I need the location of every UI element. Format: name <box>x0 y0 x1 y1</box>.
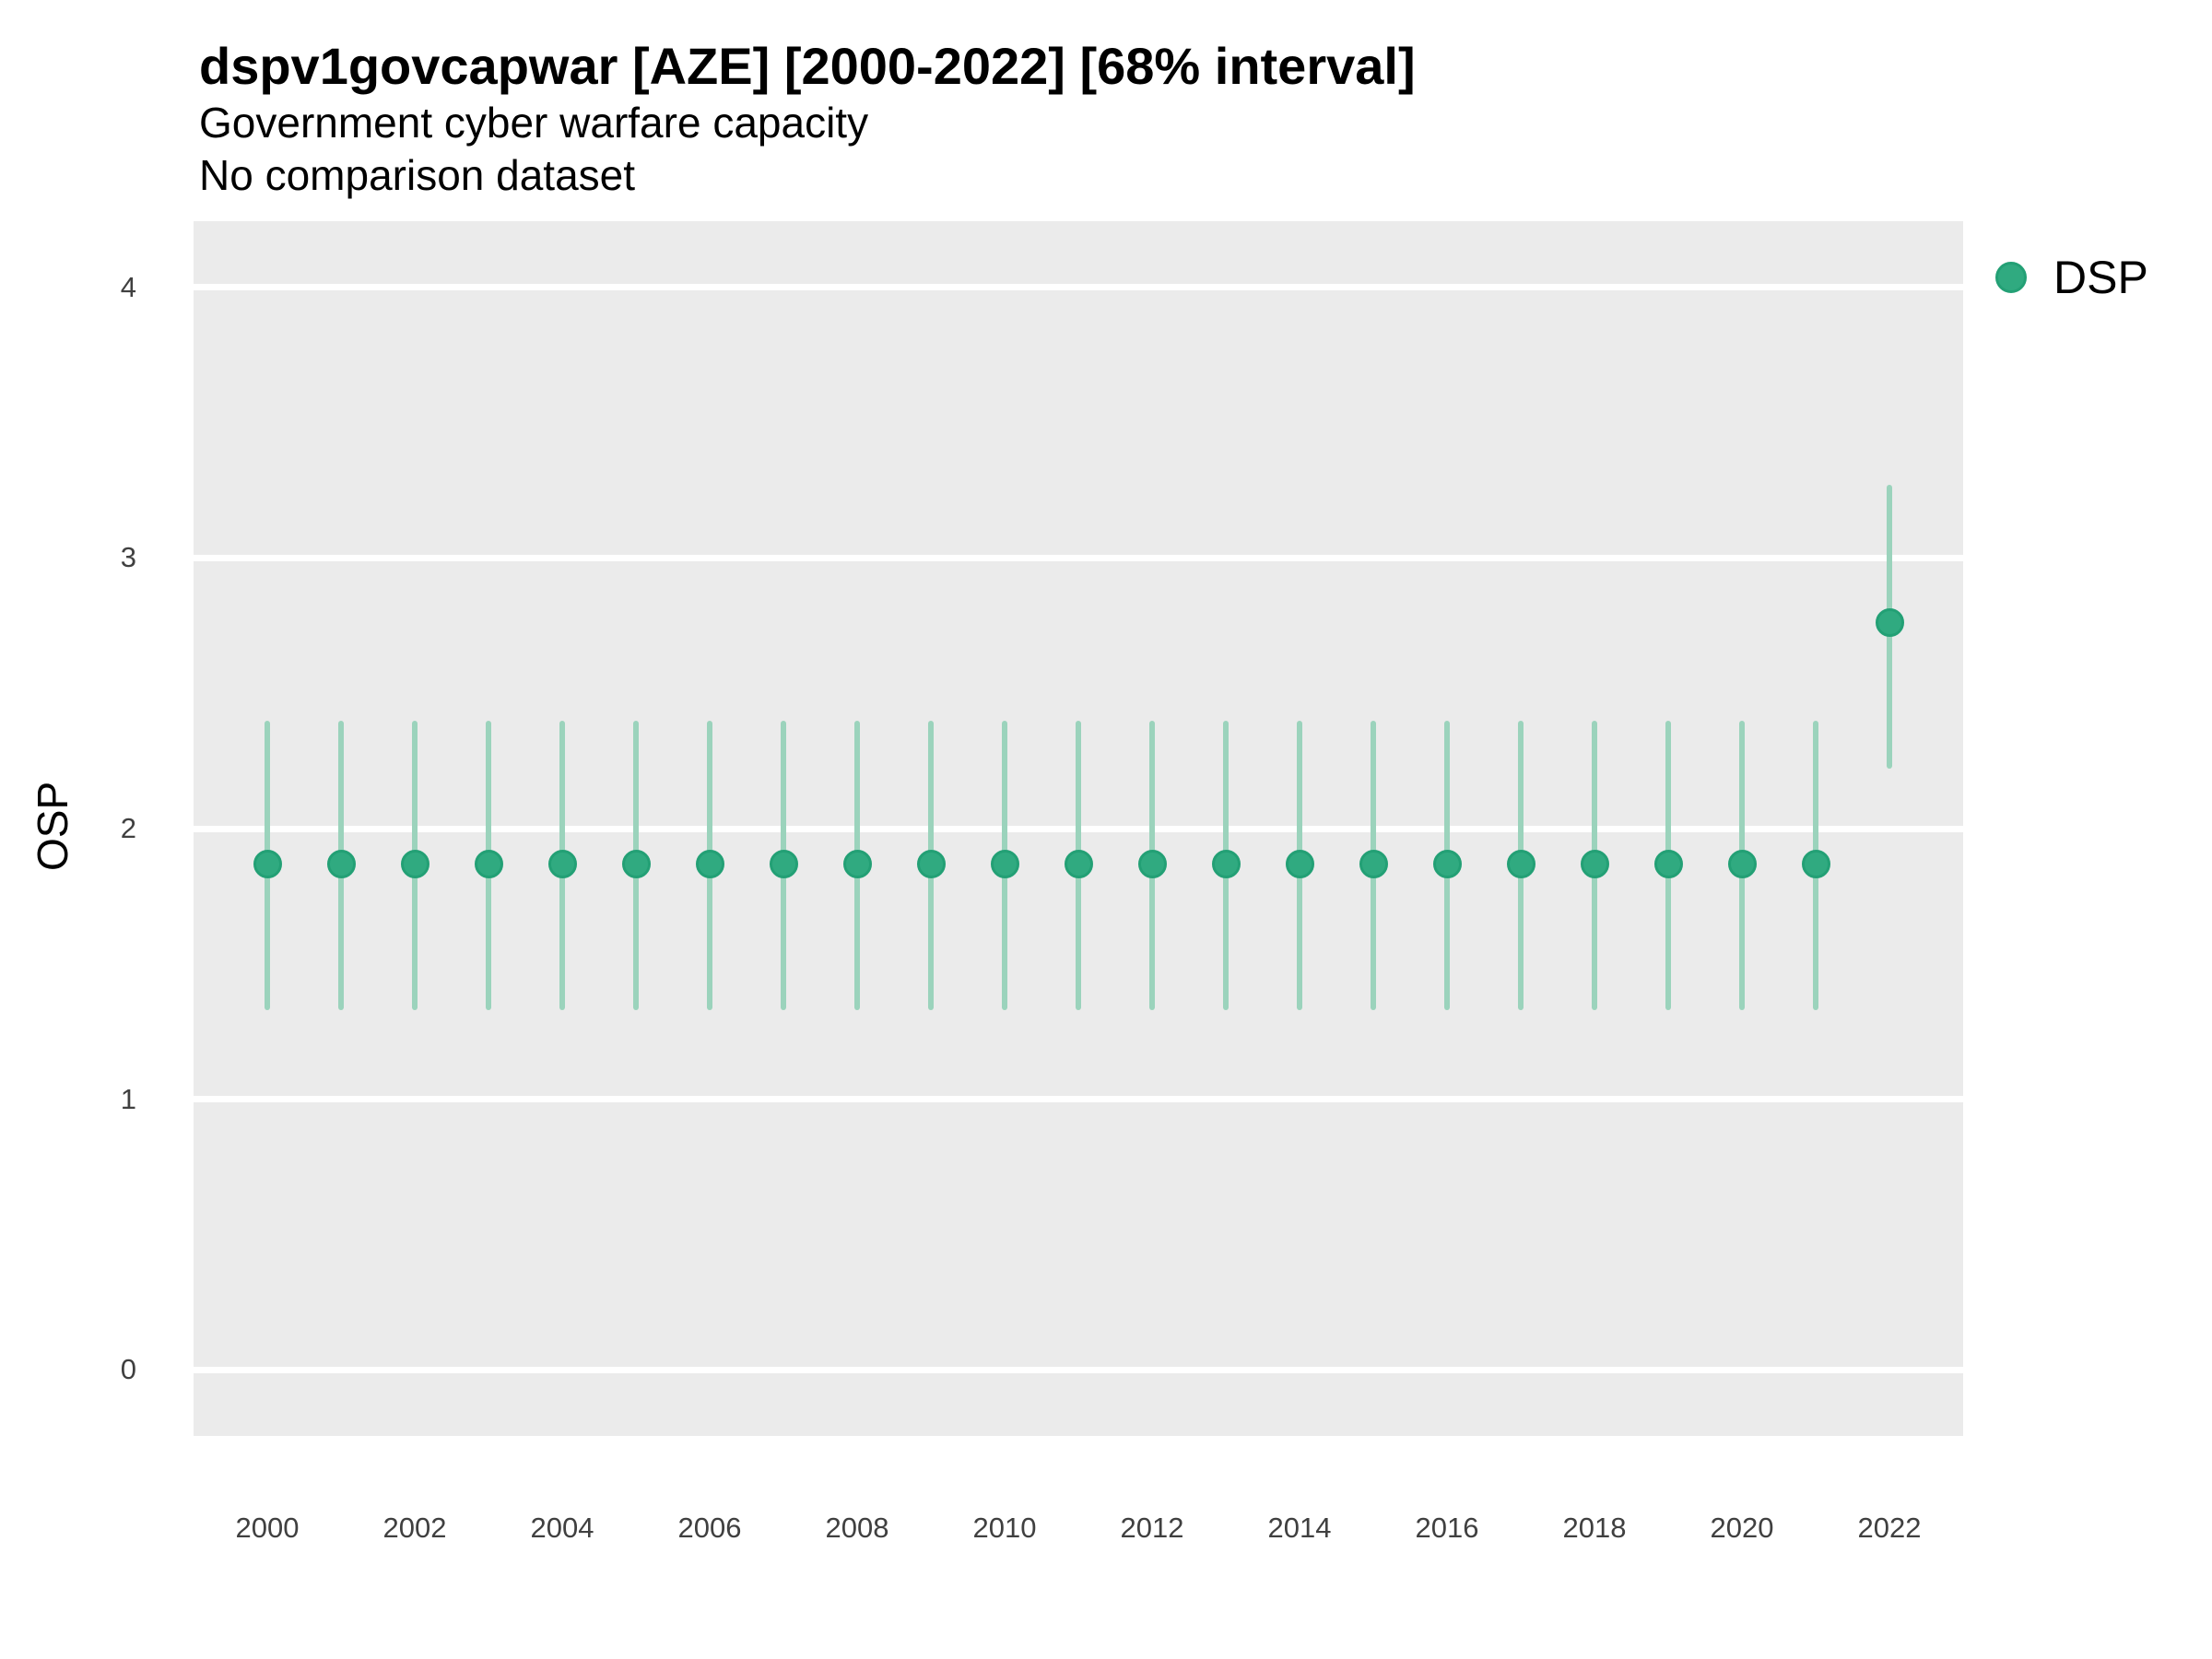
x-tick-label-2006: 2006 <box>677 1512 742 1544</box>
data-point-2008 <box>842 849 872 878</box>
data-point-2001 <box>326 849 356 878</box>
data-point-2000 <box>253 849 282 878</box>
data-point-2004 <box>547 849 577 878</box>
data-point-2006 <box>695 849 724 878</box>
x-tick-label-2008: 2008 <box>825 1512 889 1544</box>
x-tick-label-2010: 2010 <box>972 1512 1037 1544</box>
y-tick-label-3: 3 <box>120 541 136 574</box>
subtitle-line-1: Government cyber warfare capacity <box>199 99 869 147</box>
gridline-y-0 <box>194 1366 1963 1373</box>
legend-item-label: DSP <box>2053 252 2148 303</box>
x-tick-label-2022: 2022 <box>1857 1512 1922 1544</box>
y-tick-label-1: 1 <box>120 1082 136 1115</box>
data-point-2022 <box>1875 608 1904 638</box>
data-point-2016 <box>1432 849 1462 878</box>
gridline-y-3 <box>194 554 1963 561</box>
gridline-y-1 <box>194 1096 1963 1103</box>
legend-point-icon <box>1995 262 2027 293</box>
data-point-2010 <box>990 849 1019 878</box>
data-point-2013 <box>1211 849 1241 878</box>
x-tick-label-2014: 2014 <box>1267 1512 1332 1544</box>
y-tick-label-2: 2 <box>120 812 136 844</box>
data-point-2020 <box>1727 849 1757 878</box>
data-point-2014 <box>1285 849 1314 878</box>
x-tick-label-2016: 2016 <box>1415 1512 1479 1544</box>
chart-subtitle: Government cyber warfare capacity No com… <box>199 97 868 202</box>
gridline-y-4 <box>194 284 1963 291</box>
x-tick-label-2000: 2000 <box>235 1512 300 1544</box>
x-tick-label-2012: 2012 <box>1120 1512 1184 1544</box>
y-tick-label-4: 4 <box>120 270 136 303</box>
data-point-2015 <box>1359 849 1388 878</box>
data-point-2012 <box>1137 849 1167 878</box>
x-tick-label-2020: 2020 <box>1710 1512 1774 1544</box>
data-point-2009 <box>916 849 946 878</box>
data-point-2019 <box>1653 849 1683 878</box>
x-tick-label-2004: 2004 <box>530 1512 594 1544</box>
data-point-2021 <box>1801 849 1830 878</box>
data-point-2017 <box>1506 849 1535 878</box>
data-point-2018 <box>1580 849 1609 878</box>
data-point-2002 <box>400 849 429 878</box>
y-tick-label-0: 0 <box>120 1353 136 1386</box>
data-point-2011 <box>1064 849 1093 878</box>
data-point-2005 <box>621 849 651 878</box>
plot-panel <box>194 221 1963 1436</box>
data-point-2007 <box>769 849 798 878</box>
data-point-2003 <box>474 849 503 878</box>
subtitle-line-2: No comparison dataset <box>199 151 636 199</box>
x-tick-label-2018: 2018 <box>1562 1512 1627 1544</box>
chart-title: dspv1govcapwar [AZE] [2000-2022] [68% in… <box>199 37 1416 95</box>
x-tick-label-2002: 2002 <box>382 1512 447 1544</box>
